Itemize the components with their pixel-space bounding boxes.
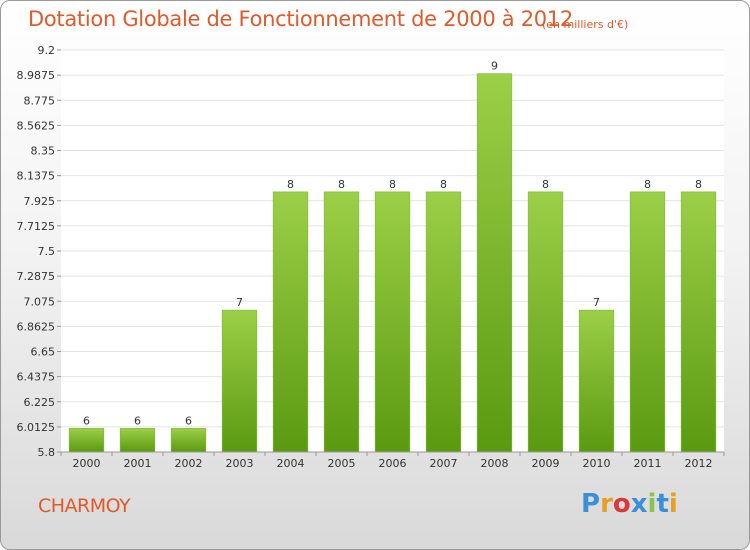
- logo-letter: P: [581, 489, 601, 519]
- data-label-2010: 7: [593, 296, 600, 309]
- data-label-2004: 8: [287, 178, 294, 191]
- bar-2002: [170, 428, 207, 453]
- bar-2010: [578, 309, 615, 453]
- bar-2009: [527, 191, 564, 453]
- y-tick-label: 6.0125: [17, 421, 56, 434]
- y-tick-label: 7.2875: [17, 270, 56, 283]
- bar-2006: [374, 191, 411, 453]
- commune-name: CHARMOY: [38, 495, 131, 517]
- data-label-2012: 8: [695, 178, 702, 191]
- x-tick-label-2002: 2002: [175, 457, 203, 470]
- y-tick-label: 6.4375: [17, 371, 56, 384]
- x-tick-label-2008: 2008: [481, 457, 509, 470]
- bar-2007: [425, 191, 462, 453]
- bar-2000: [68, 428, 105, 453]
- x-tick-label-2010: 2010: [583, 457, 611, 470]
- bar-2001: [119, 428, 156, 453]
- data-label-2009: 8: [542, 178, 549, 191]
- bar-2004: [272, 191, 309, 453]
- y-tick-label: 8.35: [31, 145, 56, 158]
- x-axis: 2000 2001 2002 2003 2004 2005 2006 2007 2008 2009…: [60, 452, 725, 470]
- x-tick-label-2007: 2007: [430, 457, 458, 470]
- y-tick-label: 6.8625: [17, 320, 56, 333]
- data-label-2007: 8: [440, 178, 447, 191]
- data-label-2003: 7: [236, 296, 243, 309]
- logo-letter: i: [647, 489, 657, 519]
- data-label-2006: 8: [389, 178, 396, 191]
- y-tick-label: 8.9875: [17, 69, 56, 82]
- x-tick-label-2006: 2006: [379, 457, 407, 470]
- x-tick-label-2004: 2004: [277, 457, 305, 470]
- proxiti-logo: Proxiti: [581, 489, 678, 519]
- y-tick-label: 6.225: [24, 396, 56, 409]
- x-tick-label-2001: 2001: [124, 457, 152, 470]
- bar-2012: [680, 191, 717, 453]
- data-label-2005: 8: [338, 178, 345, 191]
- y-tick-label: 7.075: [24, 295, 56, 308]
- x-tick-label-2012: 2012: [685, 457, 713, 470]
- bar-2011: [629, 191, 666, 453]
- data-label-2008: 9: [491, 60, 498, 73]
- x-tick-label-2003: 2003: [226, 457, 254, 470]
- y-tick-label: 7.925: [24, 195, 56, 208]
- x-tick-label-2005: 2005: [328, 457, 356, 470]
- data-label-2002: 6: [185, 414, 192, 427]
- y-tick-label: 8.5625: [17, 119, 56, 132]
- x-tick-label-2009: 2009: [532, 457, 560, 470]
- x-tick-label-2000: 2000: [73, 457, 101, 470]
- y-tick-label: 8.775: [24, 94, 56, 107]
- bar-2005: [323, 191, 360, 453]
- logo-letter: x: [630, 489, 648, 519]
- y-tick-label: 8.1375: [17, 170, 56, 183]
- chart-title: Dotation Globale de Fonctionnement de 20…: [28, 7, 573, 31]
- y-tick-label: 9.2: [38, 44, 56, 57]
- y-tick-label: 7.5: [38, 245, 56, 258]
- logo-letter: r: [600, 489, 613, 519]
- y-tick-label: 5.8: [38, 446, 56, 459]
- y-axis: 5.8 6.0125 6.225 6.4375 6.65 6.8625 7.075 7.287…: [17, 44, 61, 459]
- logo-letter: t: [656, 489, 669, 519]
- data-label-2000: 6: [83, 414, 90, 427]
- bar-2003: [221, 309, 258, 453]
- chart-subtitle: (en milliers d'€): [542, 18, 629, 31]
- y-tick-label: 7.7125: [17, 220, 56, 233]
- x-tick-label-2011: 2011: [634, 457, 662, 470]
- y-tick-label: 6.65: [31, 346, 56, 359]
- data-label-2001: 6: [134, 414, 141, 427]
- logo-letter: o: [612, 489, 631, 519]
- logo-letter: i: [668, 489, 678, 519]
- bar-2008: [476, 73, 513, 453]
- data-label-2011: 8: [644, 178, 651, 191]
